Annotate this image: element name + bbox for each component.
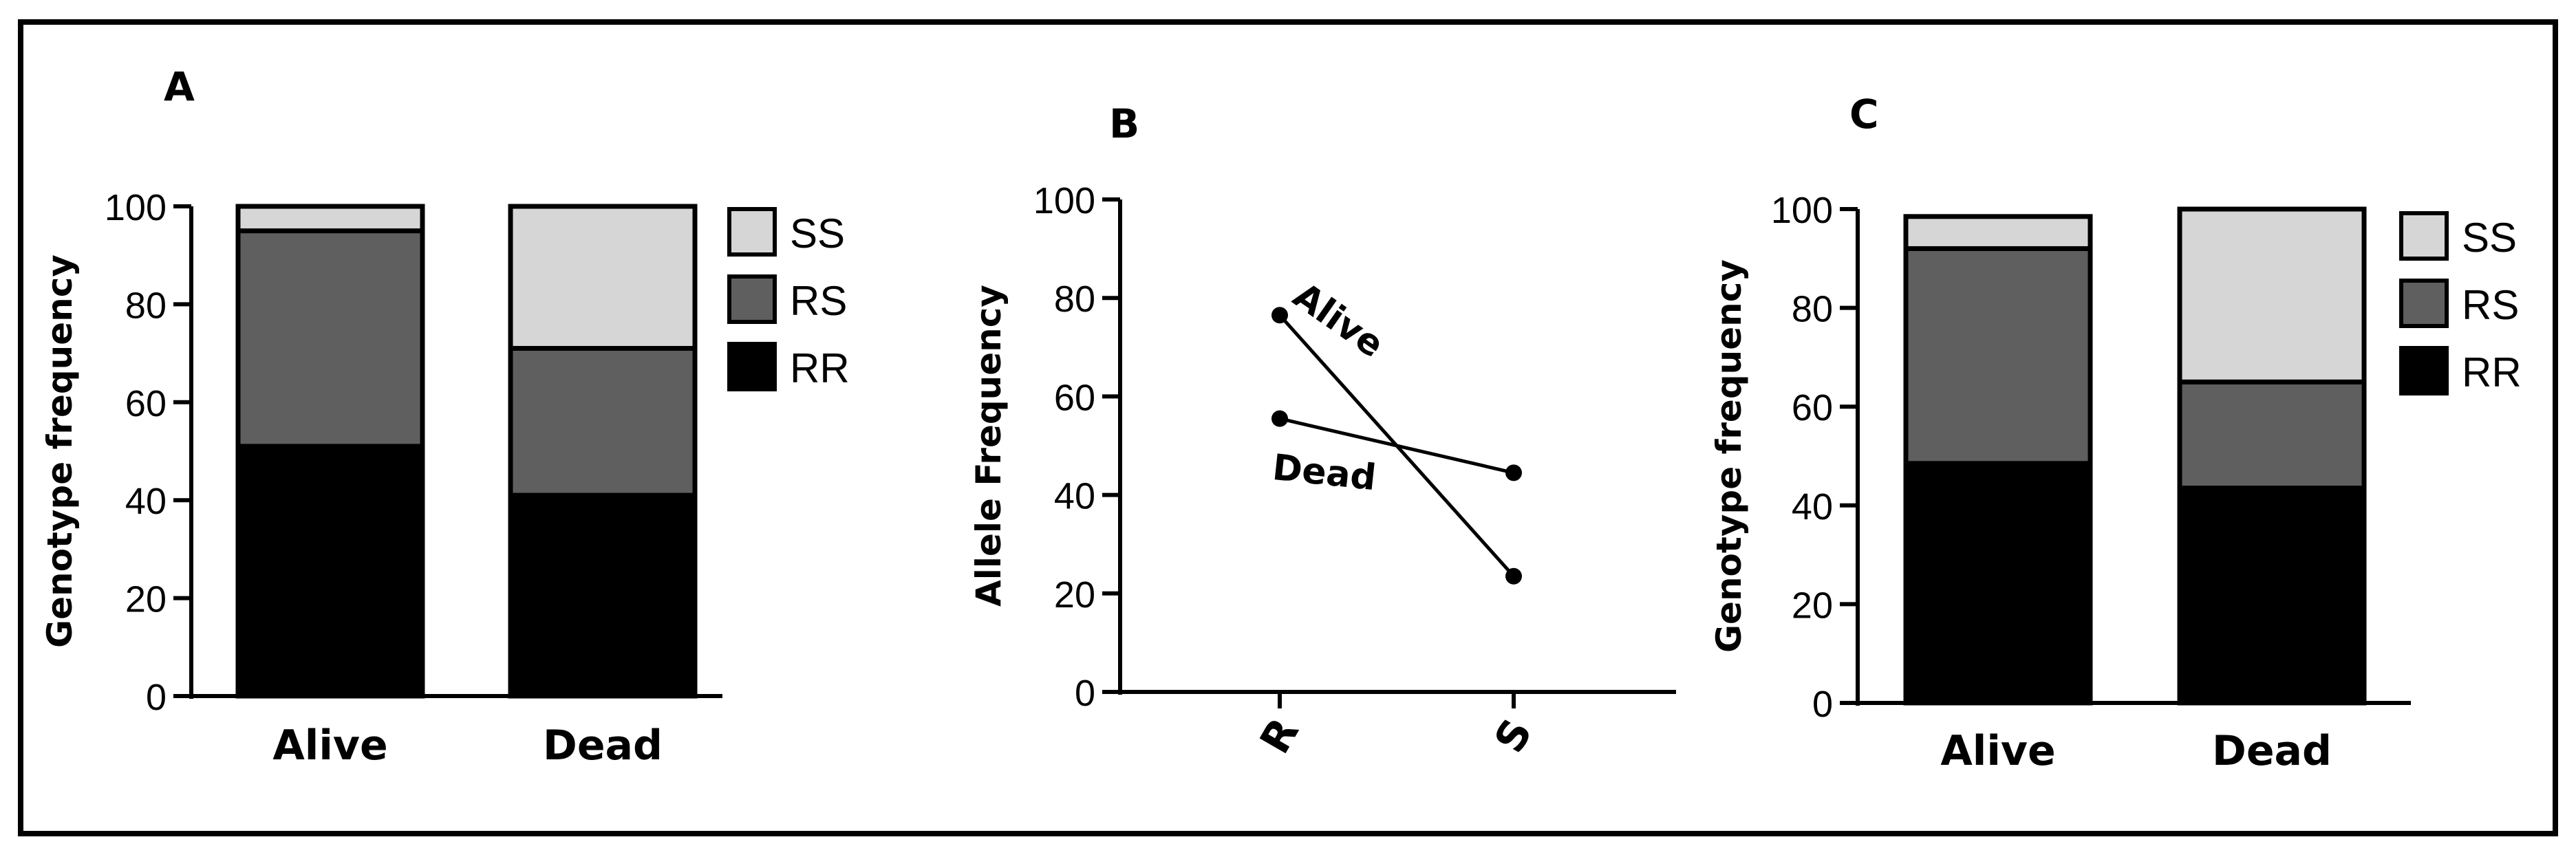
- panel-a-legend-swatch-rs: [727, 274, 777, 324]
- panel-c-y-tick-label: 100: [1771, 190, 1833, 231]
- panel-c-x-tick-label: Dead: [2212, 727, 2332, 775]
- panel-a-y-tick-label: 80: [125, 285, 167, 326]
- panel-a-y-tick-label: 0: [146, 677, 167, 718]
- panel-c-legend-label-ss: SS: [2462, 215, 2517, 261]
- panel-c-y-tick-label: 60: [1792, 387, 1833, 429]
- panel-b-y-axis-title: Allele Frequency: [969, 285, 1009, 607]
- panel-c-y-tick-label: 80: [1792, 289, 1833, 330]
- panel-c-bar-alive-rs: [1903, 246, 2093, 466]
- panel-c-legend-label-rr: RR: [2462, 349, 2522, 395]
- panel-b-y-tick-label: 100: [1033, 180, 1095, 221]
- panel-a-legend-swatch-ss: [727, 207, 777, 257]
- panel-b-point-dead: [1271, 410, 1288, 427]
- panel-b-y-tick-label: 40: [1054, 476, 1095, 517]
- panel-b-y-tick-label: 60: [1054, 377, 1095, 418]
- panel-a-y-tick-label: 20: [125, 579, 167, 620]
- panel-letter-a: A: [164, 63, 195, 110]
- panel-a-bar-dead-rr: [508, 492, 698, 699]
- panel-c-y-axis-title: Genotype frequency: [1709, 259, 1749, 653]
- panel-c-bar-alive-ss: [1903, 214, 2093, 251]
- panel-b-y-tick-label: 80: [1054, 279, 1095, 320]
- panel-b-point-alive: [1271, 307, 1288, 324]
- panel-a-chart: 0 20 40 60 80 100 Genotype frequency Alive Dead S…: [40, 187, 850, 770]
- panel-c-bar-dead-rr: [2177, 486, 2367, 706]
- panel-c-legend-swatch-rr: [2399, 346, 2449, 395]
- panel-b-y-tick-label: 0: [1075, 673, 1095, 714]
- panel-a-legend-swatch-rr: [727, 342, 777, 391]
- panel-a-y-tick-label: 40: [125, 481, 167, 522]
- panel-a-legend-label-ss: SS: [790, 210, 845, 257]
- panel-a-bar-dead-rs: [508, 345, 698, 498]
- panel-a-bar-dead-ss: [508, 204, 698, 351]
- panel-a-y-axis-title: Genotype frequency: [40, 254, 80, 648]
- panel-a-legend-label-rr: RR: [790, 345, 850, 391]
- panel-a-x-tick-label: Alive: [272, 722, 387, 770]
- panel-letter-b: B: [1109, 100, 1139, 147]
- panel-a-bar-alive-rr: [235, 444, 425, 699]
- panel-b-line-dead: [1279, 417, 1514, 475]
- panel-c-y-tick-label: 40: [1792, 486, 1833, 528]
- panel-b-y-tick-label: 20: [1054, 574, 1095, 616]
- panel-a-y-tick-label: 100: [105, 187, 167, 228]
- panel-b-point-alive: [1505, 567, 1522, 585]
- panel-c-chart: 0 20 40 60 80 100 Genotype frequency Alive Dead S…: [1709, 190, 2522, 775]
- panel-c-bar-dead-rs: [2177, 379, 2367, 491]
- panel-a-y-tick-label: 60: [125, 383, 167, 424]
- panel-a-x-tick-label: Dead: [543, 722, 663, 770]
- panel-a-bar-alive-ss: [235, 204, 425, 234]
- panel-c-bar-alive-rr: [1903, 461, 2093, 706]
- panel-c-legend-label-rs: RS: [2462, 282, 2519, 328]
- panel-c-y-tick-label: 20: [1792, 585, 1833, 626]
- panel-c-x-tick-label: Alive: [1940, 727, 2055, 775]
- panel-a-bar-alive-rs: [235, 228, 425, 449]
- panel-c-legend-swatch-rs: [2399, 279, 2449, 328]
- panel-letter-c: C: [1849, 91, 1879, 138]
- panel-b-point-dead: [1505, 464, 1522, 481]
- panel-c-y-tick-label: 0: [1812, 684, 1833, 725]
- figure-border: [18, 19, 2558, 836]
- panel-c-legend-swatch-ss: [2399, 211, 2449, 261]
- panel-a-legend-label-rs: RS: [790, 278, 847, 324]
- panel-c-bar-dead-ss: [2177, 206, 2367, 384]
